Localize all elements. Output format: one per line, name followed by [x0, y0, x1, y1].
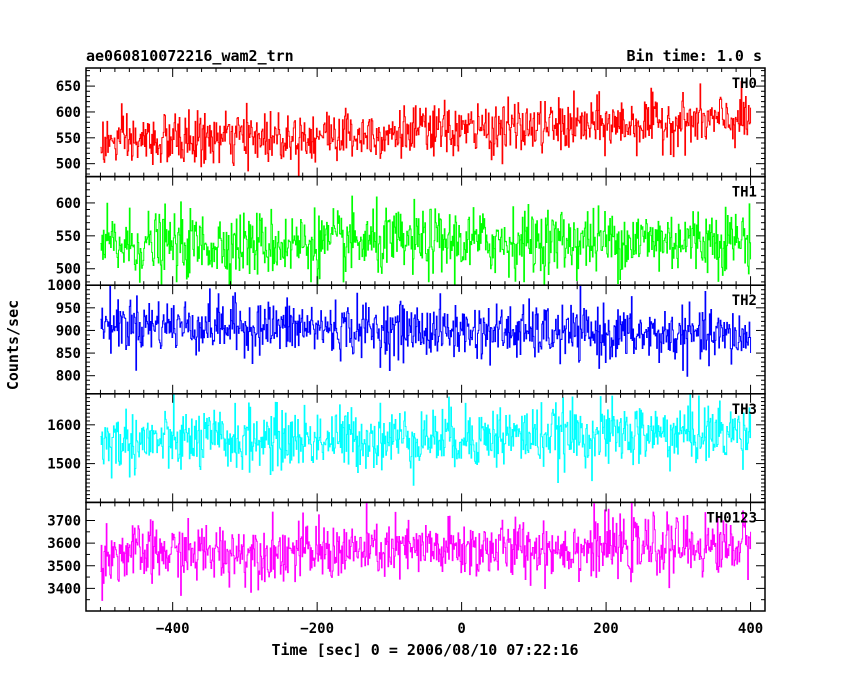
panel-frame [85, 501, 766, 612]
y-tick-label: 1000 [47, 278, 81, 294]
x-tick-label: 200 [593, 621, 618, 637]
x-tick-label: −200 [300, 621, 334, 637]
y-tick-label: 3500 [47, 559, 81, 575]
panel-th1: 500 550 600 TH1 [56, 175, 766, 286]
y-tick-label: 600 [56, 196, 81, 212]
series-line-th0123 [100, 502, 752, 601]
panel-th3: 1500 1600 TH3 [47, 393, 766, 504]
y-tick-label: 850 [56, 346, 81, 362]
channel-label-th0123: TH0123 [706, 510, 757, 526]
panel-frame [85, 393, 766, 504]
y-tick-label: 650 [56, 79, 81, 95]
panel-th2: 800 850 900 950 1000 TH2 [47, 278, 766, 395]
channel-label-th2: TH2 [732, 293, 757, 309]
channel-label-th1: TH1 [732, 185, 757, 201]
x-axis-label: Time [sec] 0 = 2006/08/10 07:22:16 [271, 641, 578, 659]
y-tick-label: 500 [56, 157, 81, 173]
x-tick-label: 400 [738, 621, 763, 637]
series-line-th1 [100, 195, 752, 286]
bin-time-label: Bin time: 1.0 s [627, 47, 762, 65]
y-tick-label: 3600 [47, 536, 81, 552]
panels: 500 550 600 650 TH0 500 550 600 TH1 800 850 900 950 1… [47, 67, 766, 637]
y-tick-label: 900 [56, 323, 81, 339]
y-axis-label: Counts/sec [4, 300, 22, 390]
chart-title: ae060810072216_wam2_trn [86, 47, 294, 65]
y-tick-label: 550 [56, 131, 81, 147]
y-tick-label: 3400 [47, 581, 81, 597]
series-line-th3 [100, 393, 752, 486]
y-tick-label: 1500 [47, 457, 81, 473]
panel-th0123: 3400 3500 3600 3700 TH0123 [47, 501, 766, 612]
series-line-th2 [100, 285, 752, 377]
channel-label-th0: TH0 [732, 76, 757, 92]
y-tick-label: 3700 [47, 514, 81, 530]
panel-th0: 500 550 600 650 TH0 [56, 67, 766, 178]
x-tick-label: 0 [457, 621, 465, 637]
y-tick-label: 500 [56, 262, 81, 278]
series-line-th0 [100, 81, 752, 177]
y-tick-label: 1600 [47, 418, 81, 434]
channel-label-th3: TH3 [732, 402, 757, 418]
y-tick-label: 950 [56, 301, 81, 317]
y-tick-label: 550 [56, 229, 81, 245]
y-tick-label: 600 [56, 105, 81, 121]
x-tick-label: −400 [156, 621, 190, 637]
y-tick-label: 800 [56, 369, 81, 385]
